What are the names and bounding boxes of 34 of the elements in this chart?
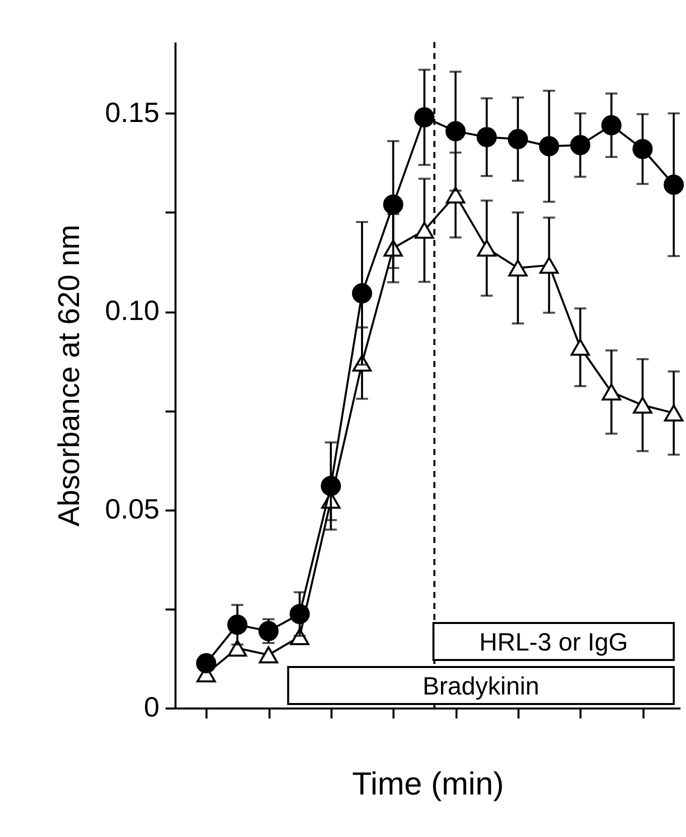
point [664,174,684,195]
point [632,396,652,414]
point [539,256,559,274]
point [290,604,310,624]
point [446,186,466,204]
point [538,136,560,156]
point [227,614,248,635]
point [383,194,404,215]
y-tick-label: 0 [144,692,160,722]
point [476,127,497,148]
point [352,283,372,304]
point [601,115,622,136]
point [664,404,684,422]
point [320,476,341,496]
y-tick-label: 0.15 [105,96,160,128]
point [602,384,622,401]
point [258,621,279,642]
point [445,121,466,142]
point [632,138,653,160]
point [477,240,496,257]
point [570,338,590,356]
annotation: HRL-3 or IgG [479,628,628,656]
x-axis-title: Time (min) [352,766,504,802]
point [508,259,528,276]
point [414,222,434,239]
point [258,646,278,664]
point [570,135,590,156]
point [196,653,216,674]
y-tick-label: 0.10 [105,295,160,326]
annotation: Bradykinin [422,672,540,700]
point [414,107,434,128]
point [508,129,528,150]
y-tick-label: 0.05 [105,493,160,524]
y-axis-title: Absorbance at 620 nm [53,224,86,526]
